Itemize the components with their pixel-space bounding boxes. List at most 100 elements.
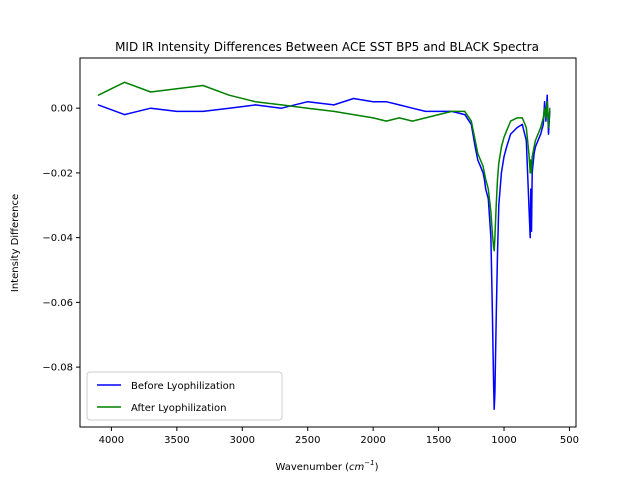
data-point [532,152,534,155]
data-point [372,117,374,119]
legend: Before Lyophilization After Lyophilizati… [86,371,283,421]
data-point [537,139,539,142]
data-point [531,156,533,158]
x-tick-label: 3000 [230,435,255,446]
data-point [479,165,482,167]
data-point [493,246,495,248]
x-tick-label: 500 [560,435,579,446]
data-point [483,172,485,174]
data-point [307,101,309,103]
data-point [474,139,476,142]
data-point [398,117,400,119]
data-point [494,392,496,394]
data-point [530,188,532,190]
data-point [487,188,489,190]
data-point [491,230,493,232]
data-point [510,120,512,122]
data-point [546,101,548,103]
data-point [521,123,523,125]
data-point [496,253,499,255]
data-point [506,130,508,132]
x-axis: 4000 3500 3000 2500 2000 1500 1000 500 [99,427,579,446]
data-point [483,178,485,180]
data-point [533,146,535,148]
data-point [150,91,152,93]
data-point [528,152,530,155]
data-point [494,237,496,239]
data-point [546,94,548,96]
data-point [498,162,500,164]
data-point [352,114,355,116]
data-point [530,230,533,232]
data-point [385,101,387,103]
data-point [496,178,499,180]
data-point [516,127,518,129]
y-axis-label: Intensity Difference [10,194,21,292]
x-tick-label: 1000 [491,435,516,446]
data-point [540,127,542,129]
data-point [534,139,537,142]
data-point [498,204,500,206]
data-point [372,101,374,103]
data-point [521,117,523,119]
data-point [487,198,489,200]
data-point [307,107,309,109]
data-point [333,110,335,112]
data-point [424,110,427,112]
data-point [333,104,335,106]
chart-title: MID IR Intensity Differences Between ACE… [115,40,539,54]
data-point [150,107,152,109]
data-point [176,110,178,112]
legend-box [86,371,283,421]
data-point [470,120,472,122]
data-point [228,94,230,96]
data-point [451,110,453,112]
data-point [529,237,531,239]
data-point [525,139,527,142]
data-point [352,97,355,100]
data-point [506,146,508,148]
data-point [424,117,427,119]
data-point [485,188,487,190]
data-point [254,104,256,106]
data-point [202,110,204,112]
x-tick-label: 2500 [295,435,320,446]
data-point [542,117,544,119]
data-point [528,204,530,206]
series-line-0 [98,94,551,410]
data-point [495,318,497,320]
data-point [503,156,505,158]
data-point [97,94,99,96]
data-point [545,117,547,119]
y-tick-label: 0.00 [51,104,73,115]
data-point [280,107,283,109]
x-tick-label: 4000 [99,435,124,446]
data-point [477,159,479,161]
data-point [540,133,542,135]
data-point [534,146,537,148]
data-point [537,133,539,135]
data-point [516,117,518,119]
data-point [385,120,387,122]
data-point [482,172,484,174]
data-point [464,110,466,112]
data-point [438,114,440,116]
plot-frame [79,57,577,428]
data-point [411,107,413,109]
x-axis-label: Wavenumber (cm−1) [275,459,378,473]
x-tick-label: 1500 [426,435,451,446]
data-point [479,159,482,161]
data-point [482,165,484,167]
data-point [485,178,487,180]
data-point [547,127,550,129]
data-point [490,211,492,213]
data-point [493,382,495,384]
data-point [228,107,230,109]
plot-area [97,81,551,410]
y-tick-label: −0.02 [42,168,73,179]
data-point [500,172,502,174]
data-point [202,84,204,87]
legend-label-after: After Lyophilization [131,403,226,414]
data-point [500,146,502,148]
